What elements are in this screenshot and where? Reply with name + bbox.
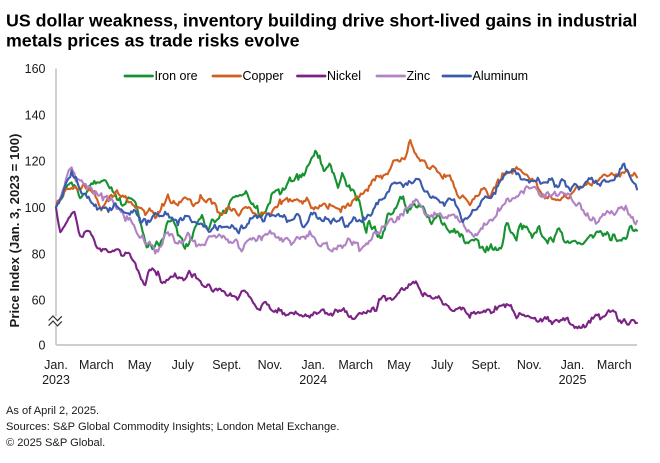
- svg-text:Nickel: Nickel: [327, 69, 361, 83]
- svg-text:March: March: [79, 358, 114, 372]
- svg-text:140: 140: [25, 108, 46, 122]
- svg-text:Jan.: Jan.: [301, 358, 325, 372]
- svg-text:metals prices as trade risks e: metals prices as trade risks evolve: [6, 30, 300, 50]
- svg-text:2023: 2023: [42, 373, 70, 387]
- svg-text:2024: 2024: [299, 373, 327, 387]
- svg-text:Sources: S&P Global Commodity: Sources: S&P Global Commodity Insights; …: [6, 421, 339, 433]
- svg-text:Iron ore: Iron ore: [155, 69, 198, 83]
- svg-text:0: 0: [39, 339, 46, 353]
- svg-text:July: July: [431, 358, 454, 372]
- svg-text:80: 80: [32, 247, 46, 261]
- svg-text:July: July: [172, 358, 195, 372]
- svg-text:Sept.: Sept.: [472, 358, 501, 372]
- svg-text:May: May: [387, 358, 411, 372]
- svg-text:Copper: Copper: [243, 69, 284, 83]
- svg-text:Nov.: Nov.: [258, 358, 283, 372]
- svg-text:160: 160: [25, 62, 46, 76]
- svg-text:US dollar weakness, inventory: US dollar weakness, inventory building d…: [6, 11, 637, 31]
- svg-text:May: May: [128, 358, 152, 372]
- svg-text:Jan.: Jan.: [561, 358, 585, 372]
- svg-text:March: March: [338, 358, 373, 372]
- svg-text:Price Index (Jan. 3, 2023 = 10: Price Index (Jan. 3, 2023 = 100): [7, 134, 22, 328]
- svg-text:© 2025 S&P Global.: © 2025 S&P Global.: [6, 437, 105, 449]
- svg-text:Aluminum: Aluminum: [473, 69, 529, 83]
- svg-text:Jan.: Jan.: [44, 358, 68, 372]
- svg-text:Sept.: Sept.: [212, 358, 241, 372]
- svg-text:March: March: [597, 358, 632, 372]
- svg-text:As of April 2, 2025.: As of April 2, 2025.: [6, 405, 99, 417]
- svg-text:Zinc: Zinc: [407, 69, 431, 83]
- svg-text:Nov.: Nov.: [517, 358, 542, 372]
- svg-text:60: 60: [32, 294, 46, 308]
- svg-text:2025: 2025: [559, 373, 587, 387]
- svg-text:100: 100: [25, 201, 46, 215]
- svg-text:120: 120: [25, 155, 46, 169]
